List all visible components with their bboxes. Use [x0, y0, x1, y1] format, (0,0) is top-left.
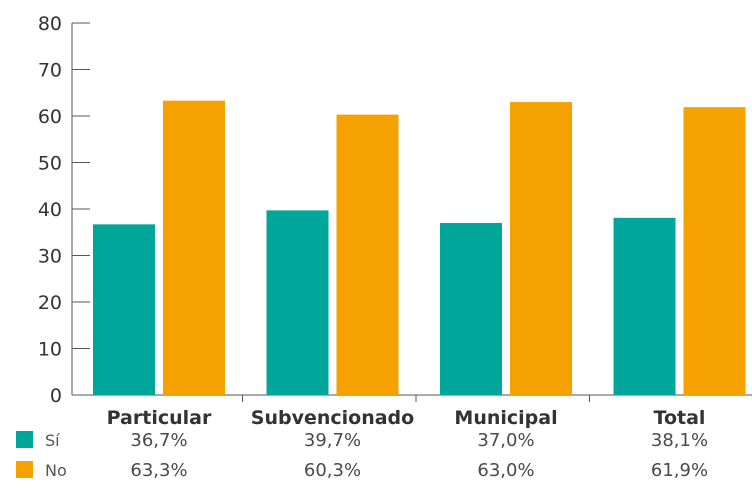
bar-si-subvencionado: [266, 210, 329, 395]
bar-no-municipal: [510, 102, 572, 396]
y-tick-label: 80: [38, 13, 62, 35]
y-tick-label: 70: [38, 60, 62, 82]
value-label: 61,9%: [651, 460, 708, 481]
value-label: 63,0%: [477, 460, 534, 481]
value-label: 38,1%: [651, 430, 708, 451]
y-tick-label: 30: [38, 246, 62, 268]
bar-no-total: [683, 107, 746, 395]
bar-si-municipal: [440, 222, 502, 395]
value-label: 60,3%: [304, 460, 361, 481]
y-tick-label: 50: [38, 153, 62, 175]
y-tick-label: 10: [38, 339, 62, 361]
legend-label: Sí: [45, 431, 60, 450]
category-label: Municipal: [454, 407, 557, 429]
y-tick-label: 20: [38, 292, 62, 314]
legend-swatch-si: [16, 431, 33, 448]
legend-label: No: [45, 461, 67, 480]
y-tick-label: 40: [38, 199, 62, 221]
bar-si-total: [613, 217, 676, 395]
bar-no-subvencionado: [336, 114, 399, 395]
bar-no-particular: [163, 100, 225, 395]
y-tick-label: 60: [38, 106, 62, 128]
value-label: 39,7%: [304, 430, 361, 451]
data-table: Particular Subvencionado Municipal Total Sí 3…: [16, 407, 708, 481]
value-label: 63,3%: [130, 460, 187, 481]
y-tick-label: 0: [50, 385, 62, 407]
category-label: Particular: [107, 407, 212, 429]
bars: [93, 100, 746, 396]
category-label: Subvencionado: [251, 407, 414, 429]
bar-si-particular: [93, 224, 155, 395]
value-label: 36,7%: [130, 430, 187, 451]
legend-swatch-no: [16, 461, 33, 478]
value-label: 37,0%: [477, 430, 534, 451]
category-label: Total: [654, 407, 706, 429]
